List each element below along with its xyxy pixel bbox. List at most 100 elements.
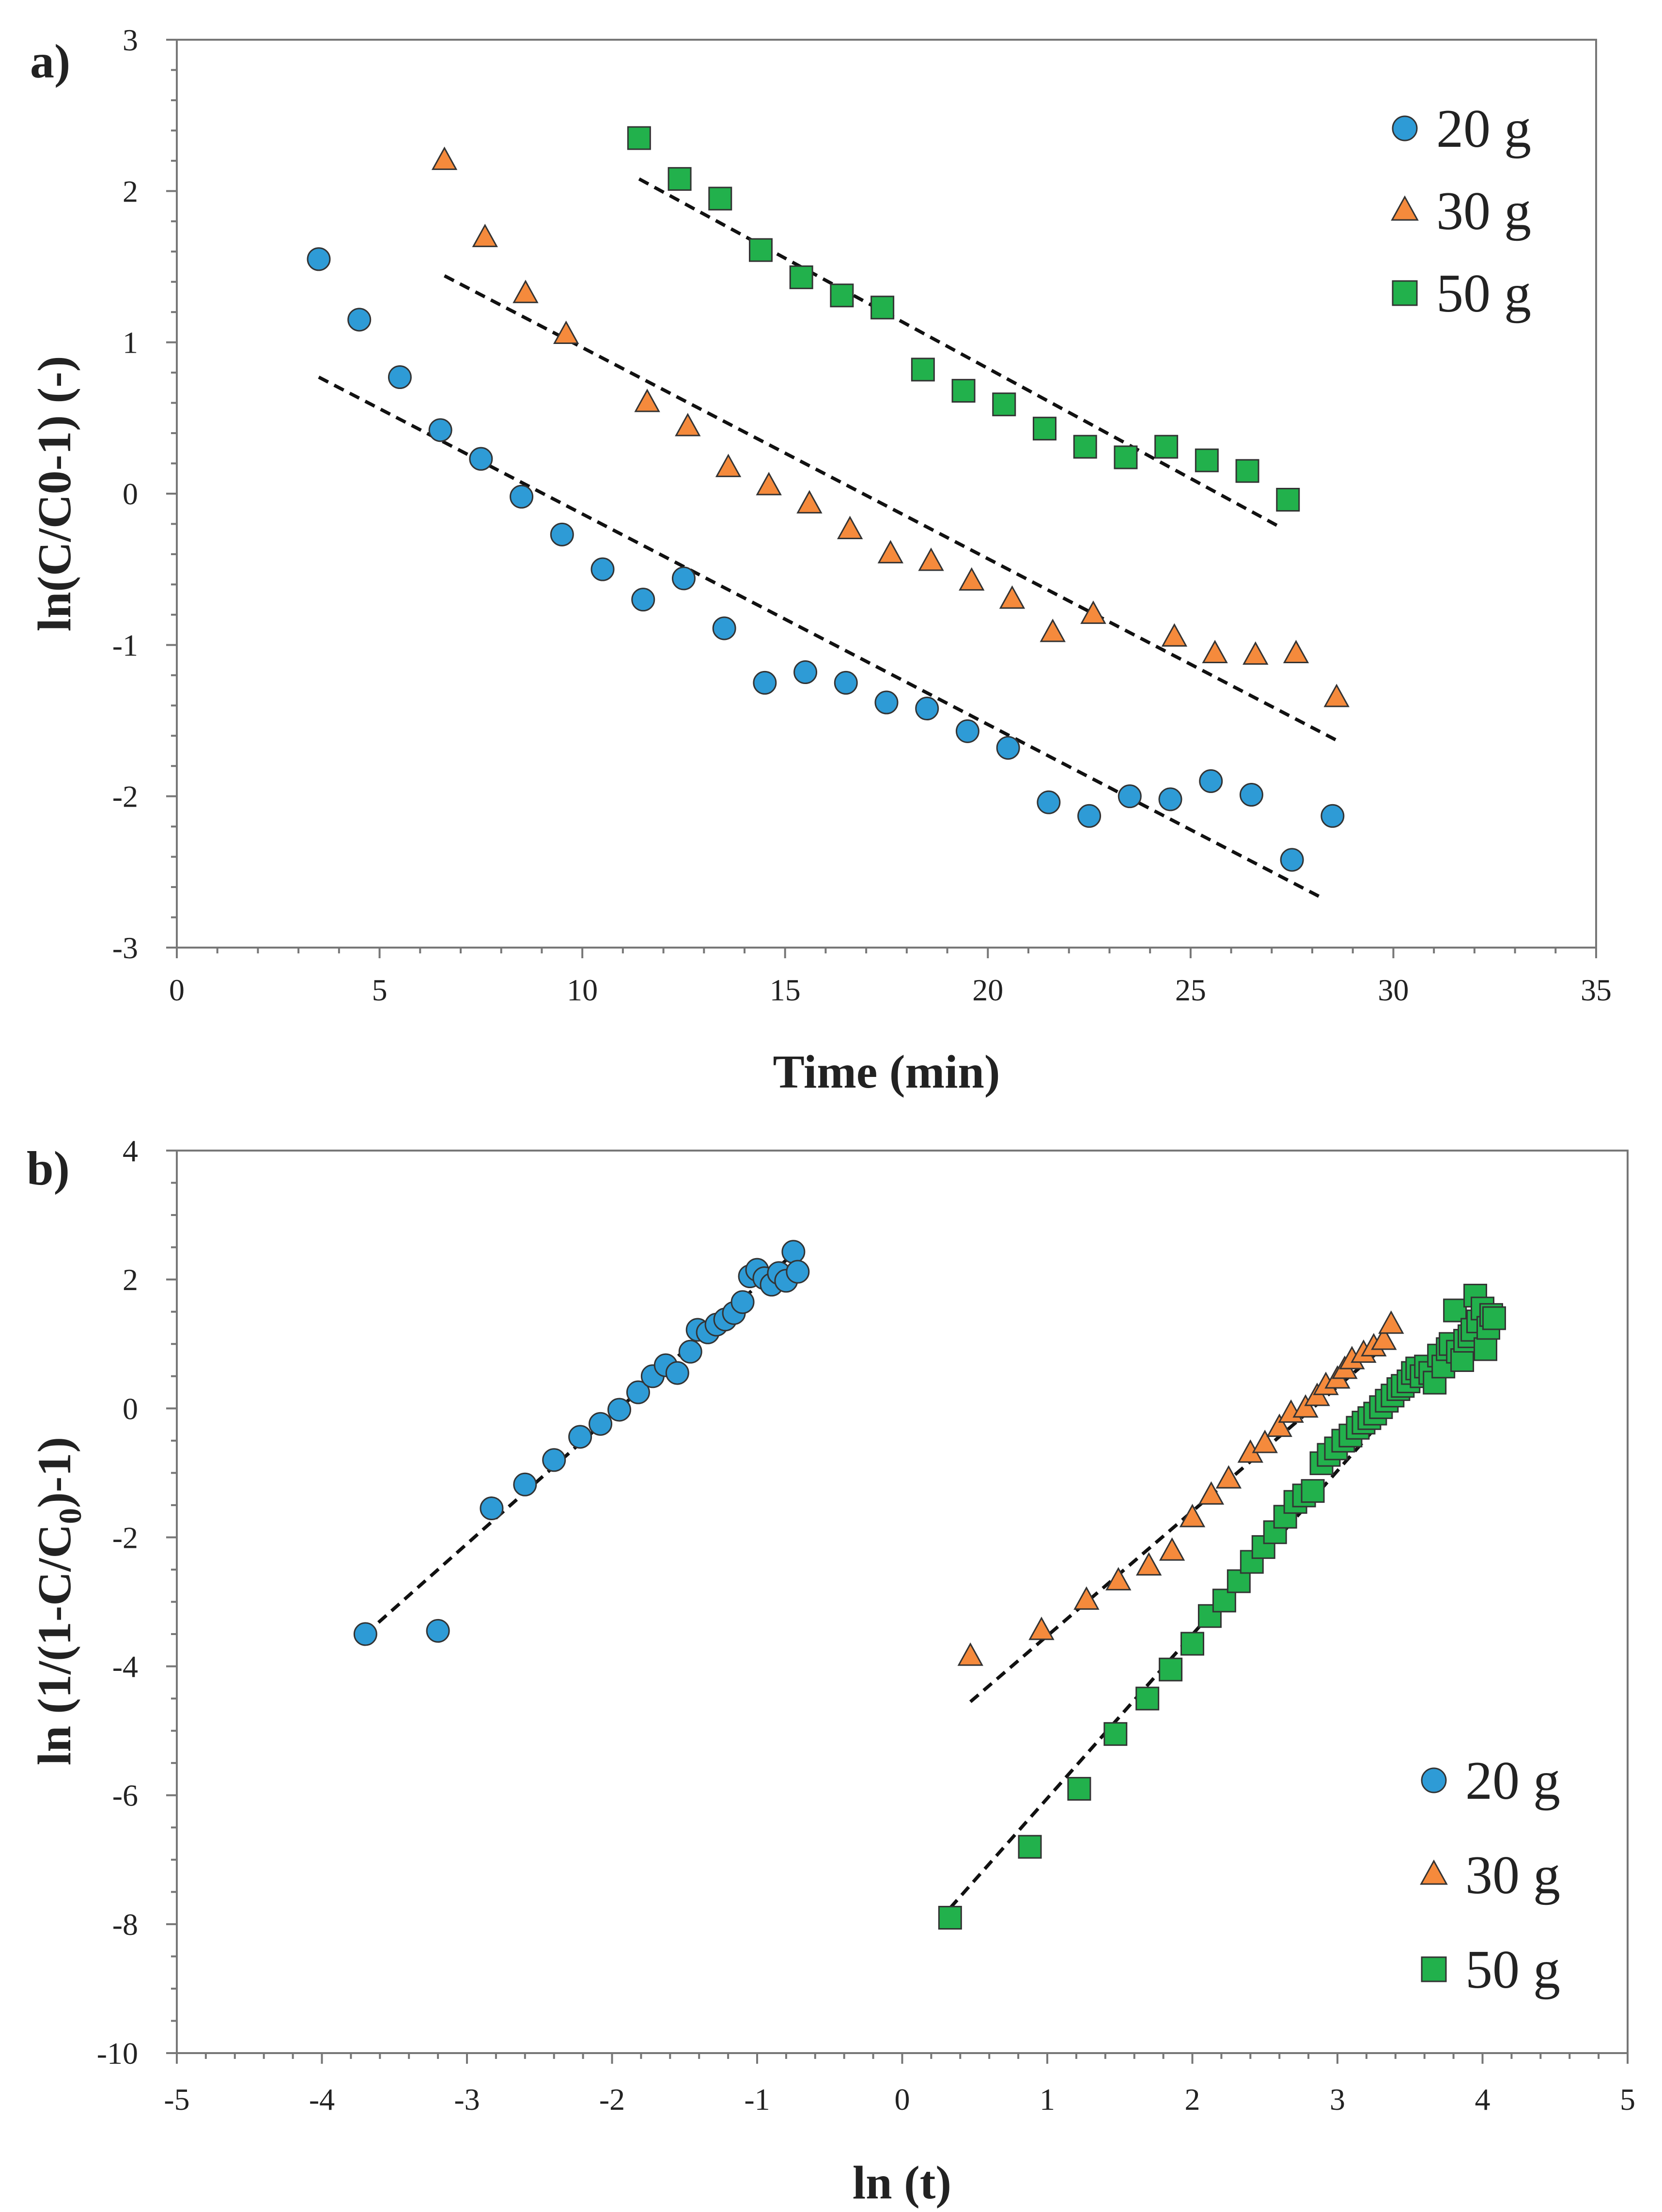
- panel-b-y-axis-title: ln (1/(1-C/C0)-1): [29, 1437, 88, 1765]
- legend-30-g-marker: [1391, 195, 1419, 221]
- x-tick-label: -5: [164, 2082, 189, 2117]
- series-50-g-point: [1103, 1722, 1128, 1746]
- series-20-g-point: [550, 522, 574, 546]
- series-50-g-point: [1154, 435, 1179, 459]
- series-20-g-point: [480, 1496, 504, 1521]
- series-20-g-point: [388, 365, 412, 389]
- x-tick-label: 25: [1175, 973, 1206, 1007]
- y-tick-label: -2: [112, 1520, 138, 1555]
- series-50-g-point: [1032, 417, 1056, 441]
- x-tick-label: -3: [454, 2082, 480, 2117]
- series-30-g-point: [513, 280, 539, 303]
- series-50-g-point: [1114, 445, 1138, 469]
- series-20-g-point: [307, 247, 331, 271]
- x-tick-label: -1: [744, 2082, 770, 2117]
- series-50-g-point: [951, 379, 976, 403]
- series-20-g-point: [1037, 790, 1061, 814]
- series-20-g-point: [671, 566, 696, 591]
- series-20-g-point: [996, 736, 1020, 760]
- y-tick-label: 2: [123, 1262, 138, 1297]
- series-20-g-point: [753, 670, 777, 695]
- y-tick-label: -1: [112, 628, 138, 662]
- series-20-g-point: [428, 418, 452, 442]
- series-30-g-point: [1161, 623, 1188, 647]
- series-20-g-point: [786, 1260, 810, 1284]
- legend-20-g-label: 20 g: [1465, 1751, 1560, 1811]
- legend-30-g-marker: [1420, 1859, 1448, 1885]
- series-30-g-point: [634, 389, 660, 412]
- series-30-g-point: [999, 585, 1025, 609]
- series-30-g-point: [1266, 1413, 1292, 1437]
- series-20-g-point: [781, 1240, 806, 1264]
- series-30-g-point: [756, 472, 782, 496]
- series-20-g-fit-line: [318, 375, 1325, 901]
- panel-a-plot-area: [176, 39, 1597, 949]
- legend-50-g-marker: [1421, 1956, 1447, 1982]
- x-tick-label: 2: [1185, 2082, 1200, 2117]
- series-50-g-point: [627, 126, 651, 150]
- y-tick-label: -3: [112, 931, 138, 965]
- y-tick-label: 2: [123, 174, 138, 208]
- series-50-g-points: [627, 126, 1300, 512]
- x-tick-label: 4: [1475, 2082, 1491, 2117]
- series-30-g-point: [715, 453, 742, 477]
- panel-a-y-axis-title: ln(C/C0-1) (-): [29, 356, 81, 632]
- panel-b-y-axis-title-main: ln (1/(1-C/C: [29, 1524, 81, 1765]
- y-tick-label: -10: [97, 2036, 138, 2071]
- x-tick-label: 35: [1581, 973, 1612, 1007]
- legend-30-g-label: 30 g: [1436, 181, 1531, 241]
- series-30-g-point: [1105, 1567, 1132, 1590]
- series-50-g-point: [1473, 1337, 1497, 1361]
- x-tick-label: 10: [567, 973, 598, 1007]
- x-tick-label: 30: [1378, 973, 1409, 1007]
- series-50-g-point: [1227, 1569, 1251, 1593]
- series-20-g-point: [568, 1425, 592, 1449]
- series-50-g-point: [938, 1906, 962, 1930]
- series-30-g-point: [675, 413, 701, 436]
- x-tick-label: 5: [372, 973, 388, 1007]
- series-20-g-point: [712, 616, 736, 640]
- series-20-g-points: [307, 247, 1345, 872]
- series-30-g-point: [1198, 1481, 1225, 1505]
- series-30-g-point: [837, 515, 863, 539]
- series-30-g-points: [957, 1310, 1404, 1666]
- x-tick-label: 20: [972, 973, 1003, 1007]
- legend-50-g-marker: [1392, 280, 1418, 306]
- series-20-g-point: [347, 308, 372, 332]
- series-20-g-point: [793, 660, 818, 685]
- series-20-g-point: [730, 1290, 755, 1314]
- series-50-g-point: [1018, 1835, 1042, 1859]
- series-30-g-point: [1378, 1310, 1404, 1334]
- series-20-g-point: [834, 670, 858, 695]
- legend-20-g-marker: [1392, 115, 1418, 141]
- series-50-g-point: [1159, 1657, 1183, 1682]
- panel-a-legend: 20 g 30 g 50 g: [1391, 99, 1531, 324]
- x-tick-label: 5: [1620, 2082, 1635, 2117]
- series-50-g-point: [1180, 1632, 1204, 1656]
- series-30-g-point: [1080, 600, 1106, 624]
- legend-20-g-marker: [1421, 1767, 1447, 1793]
- series-20-g-point: [542, 1448, 566, 1472]
- series-50-g-point: [870, 296, 895, 320]
- legend-20-g-label: 20 g: [1436, 99, 1531, 159]
- series-20-g-point: [607, 1398, 631, 1422]
- legend-50-g-label: 50 g: [1436, 264, 1531, 324]
- series-20-g-point: [1118, 784, 1142, 809]
- y-tick-label: 0: [123, 477, 138, 511]
- y-tick-label: -8: [112, 1907, 138, 1942]
- series-30-g-point: [877, 540, 904, 563]
- series-20-g-point: [589, 1412, 613, 1436]
- series-30-g-fit-line: [443, 274, 1337, 742]
- series-30-g-point: [472, 223, 498, 248]
- y-tick-label: -6: [112, 1778, 138, 1813]
- series-50-g-point: [748, 238, 773, 262]
- panel-b-label: b): [27, 1141, 70, 1195]
- series-30-g-point: [1283, 639, 1309, 664]
- series-30-g-point: [1135, 1552, 1162, 1576]
- x-tick-label: 1: [1040, 2082, 1055, 2117]
- series-20-g-point: [469, 447, 493, 471]
- series-20-g-point: [955, 719, 979, 743]
